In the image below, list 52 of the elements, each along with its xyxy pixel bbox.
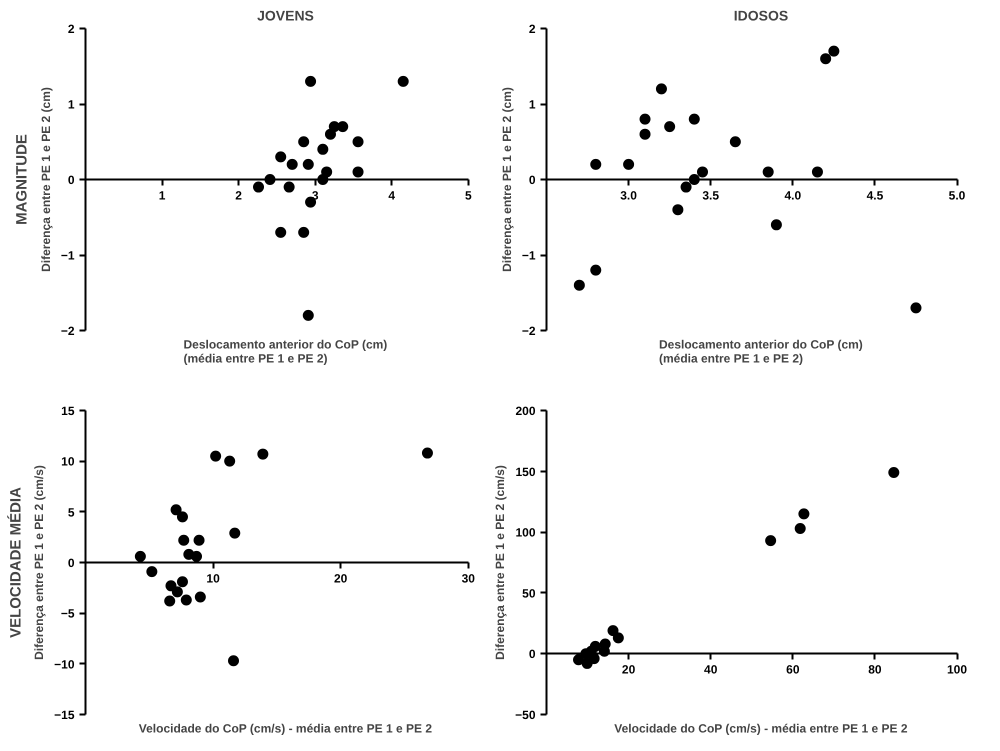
y-tick-label: 0 [68, 173, 75, 187]
x-tick-label: 5.0 [948, 188, 966, 202]
x-axis-title: Deslocamento anterior do CoP (cm) (média entre PE 1 e PE 2) [658, 338, 863, 366]
y-tick-label: 0 [528, 647, 536, 662]
y-tick-label: −15 [54, 708, 75, 722]
x-axis-title: Velocidade do CoP (cm/s) - média entre PE 1 e PE 2 [138, 722, 432, 736]
y-axis-title: Diferença entre PE 1 e PE 2 (cm/s) [493, 465, 508, 660]
text: MAGNITUDE [14, 134, 30, 225]
y-tick-label: −2 [60, 324, 75, 338]
y-tick-label: 5 [68, 505, 75, 520]
x-tick-label: 2 [235, 188, 242, 202]
x-tick-label: 80 [868, 662, 882, 677]
y-tick-label: −1 [522, 248, 536, 262]
y-tick-label: −5 [60, 606, 75, 621]
x-tick-label: 30 [462, 572, 476, 586]
y-tick-label: 50 [522, 586, 536, 600]
chart-title: IDOSOS [734, 8, 788, 24]
x-tick-label: 4.0 [784, 188, 802, 202]
x-tick-label: 4 [388, 188, 396, 202]
x-tick-label: 40 [704, 662, 718, 677]
y-axis-title: Diferença entre PE 1 e PE 2 (cm) [38, 87, 53, 272]
y-tick-label: −2 [522, 324, 536, 338]
x-tick-label: 5 [464, 188, 472, 202]
y-tick-label: −1 [60, 248, 75, 262]
y-tick-label: 10 [61, 454, 75, 469]
x-tick-label: 60 [786, 662, 800, 677]
x-axis-title: Velocidade do CoP (cm/s) - média entre PE 1 e PE 2 [614, 722, 908, 736]
text: VELOCIDADE MÉDIA [6, 486, 24, 638]
y-axis-title: Diferença entre PE 1 e PE 2 (cm/s) [32, 465, 46, 660]
y-tick-label: 0 [528, 173, 536, 187]
y-tick-label: 100 [515, 526, 536, 540]
x-tick-label: 1 [158, 188, 166, 202]
x-tick-label: 3.0 [620, 188, 638, 202]
y-tick-label: 150 [515, 464, 536, 479]
y-tick-label: 1 [528, 98, 536, 112]
y-tick-label: 15 [61, 404, 75, 418]
x-axis-title: Deslocamento anterior do CoP (cm) (média entre PE 1 e PE 2) [183, 338, 388, 366]
y-tick-label: −50 [515, 708, 536, 722]
x-tick-label: 4.5 [866, 188, 884, 202]
x-tick-label: 20 [622, 662, 636, 677]
y-tick-label: 0 [68, 556, 75, 570]
x-tick-label: 3.5 [702, 188, 720, 202]
chart-title: JOVENS [257, 8, 314, 24]
x-tick-label: 10 [206, 572, 220, 586]
y-axis-title: Diferença entre PE 1 e PE 2 (cm) [500, 87, 514, 272]
x-tick-label: 100 [947, 662, 968, 677]
y-tick-label: 2 [68, 22, 75, 36]
y-tick-label: 1 [68, 98, 75, 112]
y-tick-label: 2 [528, 22, 536, 36]
y-tick-label: −10 [54, 657, 75, 672]
y-tick-label: 200 [515, 404, 536, 418]
x-tick-label: 20 [334, 572, 348, 586]
